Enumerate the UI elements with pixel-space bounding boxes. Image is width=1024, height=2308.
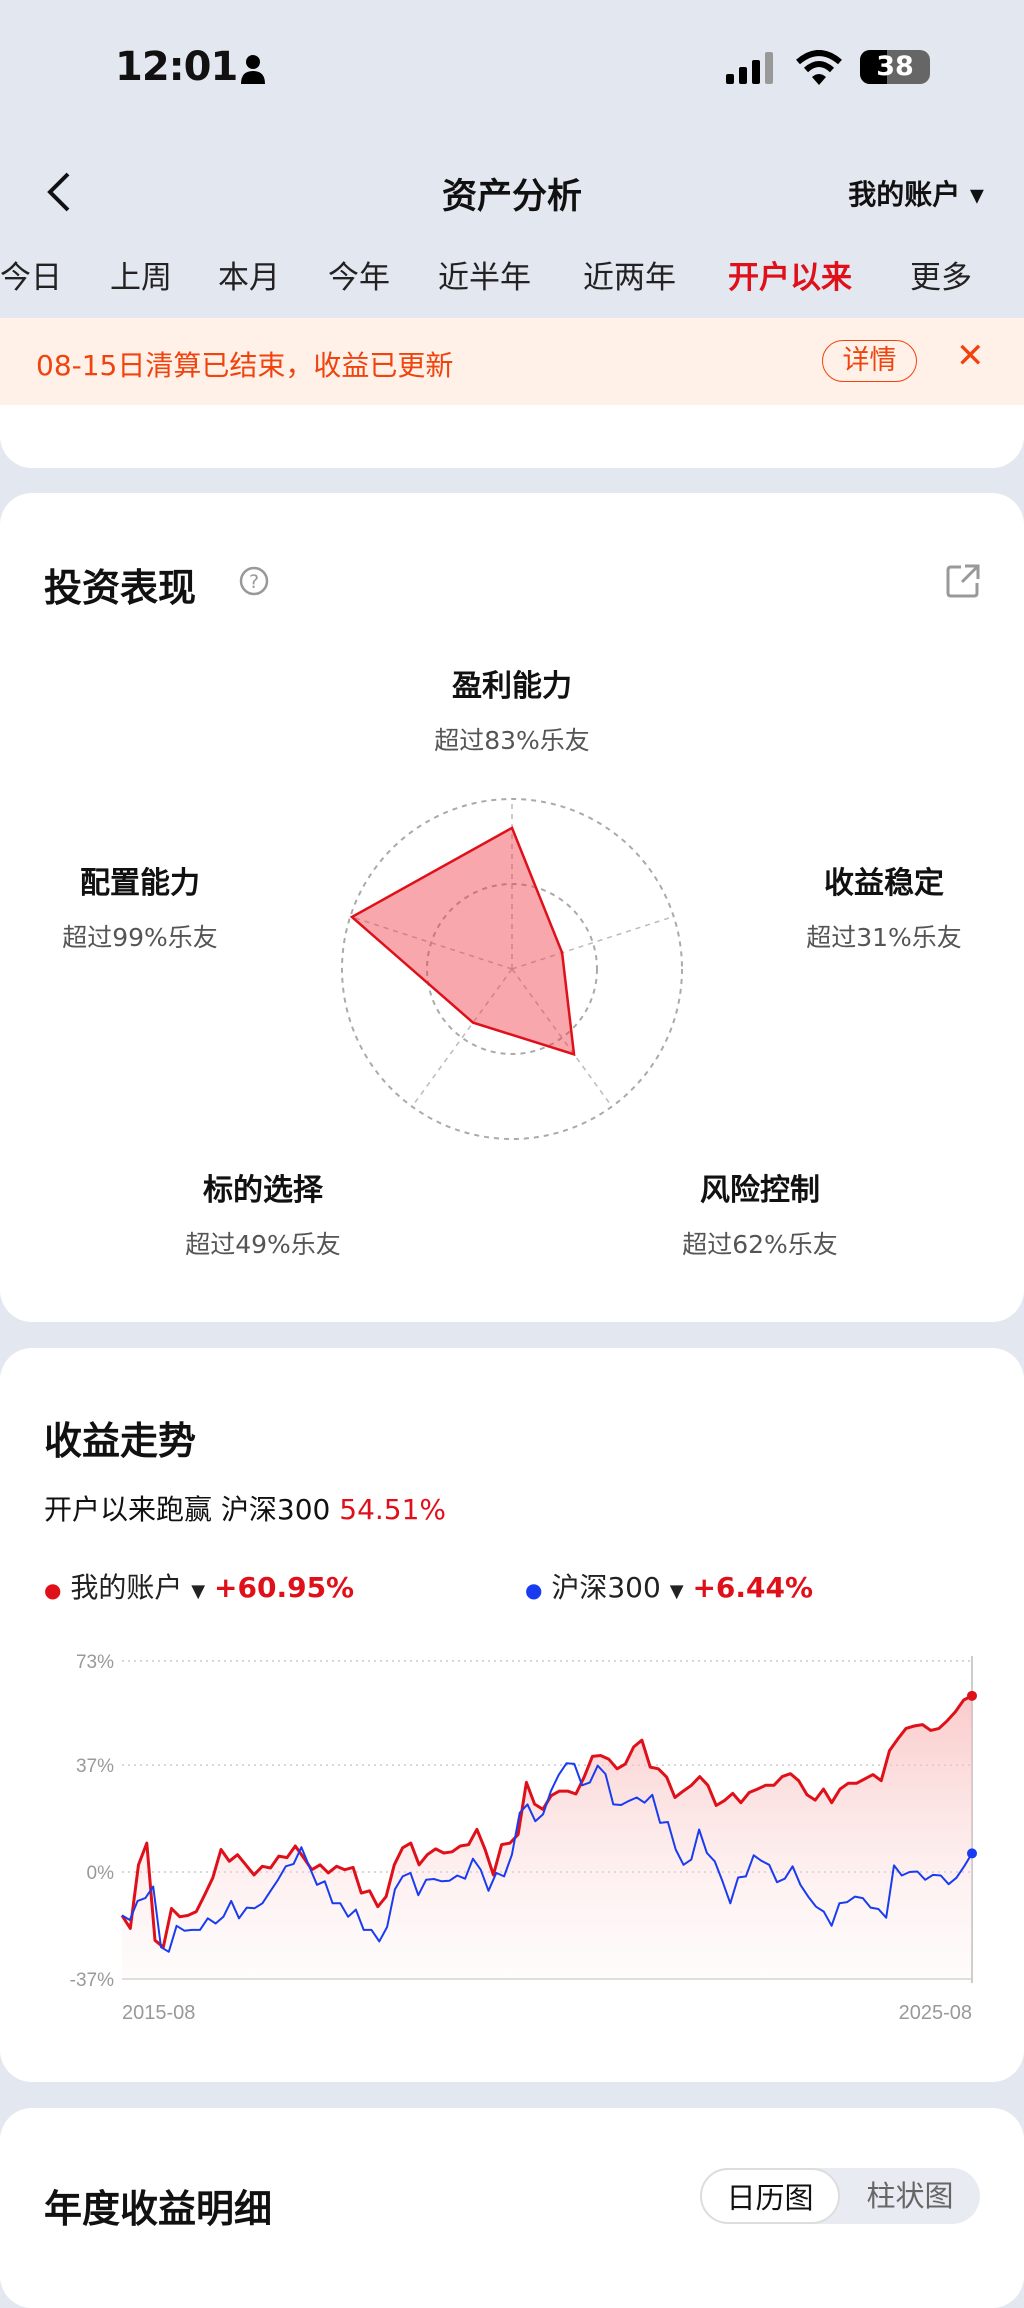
tab-two-years[interactable]: 近两年 [583,260,676,296]
dot-icon: ● [525,1578,543,1602]
radar-label-allocation: 配置能力超过99%乐友 [10,858,270,954]
legend-my-account[interactable]: ● 我的账户 ▼ +60.95% [44,1566,354,1606]
tab-this-month[interactable]: 本月 [218,260,280,296]
page-title: 资产分析 [441,177,582,217]
detail-button[interactable]: 详情 [822,340,917,382]
share-icon[interactable] [945,563,981,599]
series-end-point [967,1848,977,1859]
annual-title: 年度收益明细 [44,2187,273,2231]
tab-today[interactable]: 今日 [0,260,62,296]
legend-csi300[interactable]: ● 沪深300 ▼ +6.44% [525,1566,813,1606]
dimension-name: 盈利能力 [452,669,572,704]
radar-label-risk: 风险控制超过62%乐友 [630,1165,890,1261]
radar-axis [511,915,674,970]
dimension-desc: 超过83%乐友 [434,726,590,755]
dimension-name: 风险控制 [700,1173,820,1208]
dimension-desc: 超过99%乐友 [62,923,218,952]
legend-name: 我的账户 [70,1571,183,1604]
legend-name: 沪深300 [551,1571,661,1604]
tab-last-week[interactable]: 上周 [110,260,172,296]
close-banner-button[interactable]: ✕ [956,336,985,376]
tab-half-year[interactable]: 近半年 [438,260,531,296]
radar-chart [341,798,683,1140]
legend-value: +6.44% [692,1571,814,1604]
caret-down-icon: ▼ [191,1581,206,1602]
dimension-desc: 超过49%乐友 [185,1230,341,1259]
radar-axis [350,915,513,970]
series-area-my-account [122,1695,972,1979]
status-time: 12:01 [115,44,238,90]
dimension-desc: 超过62%乐友 [682,1230,838,1259]
x-tick-label: 2015-08 [122,2002,195,2024]
svg-text:?: ? [249,571,259,593]
dimension-name: 收益稳定 [824,866,944,901]
cellular-signal-icon [726,52,776,84]
performance-title: 投资表现 [44,566,197,610]
period-tabs: 今日 上周 本月 今年 近半年 近两年 开户以来 更多 [0,252,1024,296]
radar-label-selection: 标的选择超过49%乐友 [133,1165,393,1261]
y-tick-label: 37% [76,1756,114,1777]
help-icon[interactable]: ? [238,565,270,597]
tab-more[interactable]: 更多 [910,260,972,296]
radar-inner-ring [426,883,598,1055]
wifi-icon [796,50,842,85]
battery-icon: 38 [860,50,930,84]
series-end-point [967,1690,977,1701]
dimension-name: 标的选择 [203,1173,323,1208]
banner-text: 08-15日清算已结束，收益已更新 [36,349,454,382]
radar-label-stability: 收益稳定超过31%乐友 [754,858,1014,954]
tab-since-opening[interactable]: 开户以来 [728,260,852,296]
summary-text: 开户以来跑赢 沪深300 [44,1493,331,1526]
account-selector[interactable]: 我的账户 ▾ [848,178,984,211]
annual-card: 年度收益明细 日历图 柱状图 [0,2108,1024,2308]
trend-title: 收益走势 [44,1419,197,1463]
dimension-name: 配置能力 [80,866,200,901]
dimension-desc: 超过31%乐友 [806,923,962,952]
back-button[interactable] [44,170,74,222]
y-tick-label: 73% [76,1652,114,1673]
toggle-calendar[interactable]: 日历图 [700,2168,840,2224]
y-tick-label: 0% [87,1863,115,1884]
person-icon [241,55,265,84]
series-line-csi300 [121,1762,973,1953]
toggle-bar[interactable]: 柱状图 [866,2179,954,2213]
trend-chart[interactable]: 73% 37% 0% -37% 2015-08 2025-08 [0,1628,1024,2048]
caret-down-icon: ▼ [669,1581,684,1602]
dot-icon: ● [44,1578,62,1602]
legend-value: +60.95% [214,1571,355,1604]
settlement-banner: 08-15日清算已结束，收益已更新 详情 ✕ [0,318,1024,405]
trend-card: 收益走势 开户以来跑赢 沪深300 54.51% ● 我的账户 ▼ +60.95… [0,1348,1024,2082]
radar-area [349,826,576,1057]
x-tick-label: 2025-08 [899,2002,972,2024]
outperform-summary: 开户以来跑赢 沪深300 54.51% [44,1488,446,1528]
radar-outer-ring [341,798,683,1140]
performance-card: 投资表现 ? 盈利能力超过83%乐友 收益稳定超过31%乐友 风险控制超过62%… [0,493,1024,1322]
y-tick-label: -37% [70,1970,114,1991]
tab-this-year[interactable]: 今年 [328,260,390,296]
summary-value: 54.51% [339,1493,447,1526]
chevron-left-icon [47,172,70,212]
battery-level: 38 [876,51,914,82]
view-toggle: 日历图 柱状图 [700,2168,980,2224]
radar-label-profit: 盈利能力超过83%乐友 [382,661,642,757]
